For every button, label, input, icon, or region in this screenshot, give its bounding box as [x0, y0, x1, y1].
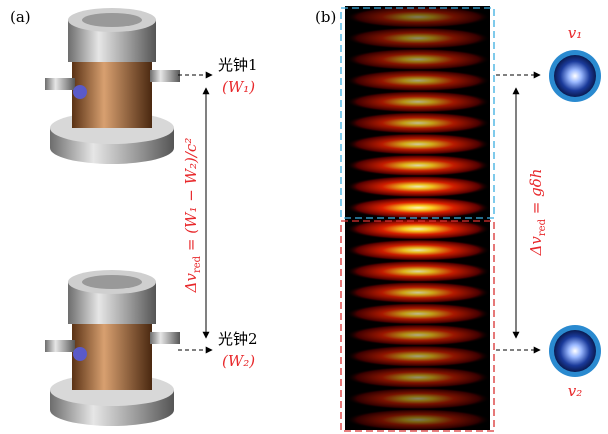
fringe — [346, 6, 490, 28]
potential: (W₂) — [222, 352, 255, 370]
fringe — [346, 27, 490, 49]
figure: (a) (b) 光钟1 (W₁) 光钟2 (W₂) Δvred = (W₁ − … — [0, 0, 608, 434]
frequency-label: v₂ — [568, 382, 583, 400]
panel-label: (a) — [10, 8, 31, 26]
formula-part: = gδh — [527, 169, 545, 219]
clock-apparatus — [45, 8, 180, 164]
fringe — [346, 260, 490, 282]
clock-icon — [549, 50, 601, 377]
frequency-label: v₁ — [568, 24, 583, 42]
panel-label: (b) — [315, 8, 336, 26]
formula-part: Δv — [182, 273, 200, 294]
clock-name: 光钟1 — [218, 56, 258, 74]
formula-part: red — [192, 255, 203, 273]
fringe — [346, 239, 490, 261]
fringe — [346, 282, 490, 304]
fringe — [346, 409, 490, 431]
clock-name: 光钟2 — [218, 330, 258, 348]
formula-part: red — [537, 218, 548, 236]
fringe — [346, 303, 490, 325]
fringe — [346, 133, 490, 155]
fringe — [346, 154, 490, 176]
fringe — [346, 176, 490, 198]
fringe — [346, 324, 490, 346]
formula-part: = (W₁ − W₂)/c² — [182, 138, 200, 256]
potential: (W₁) — [222, 78, 255, 96]
fringe — [346, 91, 490, 113]
fringe — [346, 197, 490, 219]
fringe — [346, 388, 490, 410]
formula-part: Δv — [527, 236, 545, 257]
formula: Δvred = gδh — [527, 169, 548, 257]
fringe — [346, 48, 490, 70]
fringe — [346, 112, 490, 134]
fringe — [346, 70, 490, 92]
fringe — [346, 345, 490, 367]
formula: Δvred = (W₁ − W₂)/c² — [182, 138, 203, 294]
fringe — [346, 366, 490, 388]
